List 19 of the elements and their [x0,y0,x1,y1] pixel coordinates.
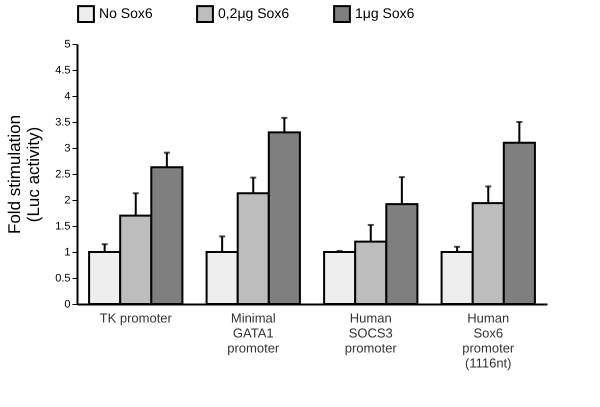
legend-label: 0,2μg Sox6 [218,5,290,22]
legend-label: 1μg Sox6 [355,5,415,22]
y-tick-label: 0 [64,298,70,310]
x-tick-label: TK promoter [100,310,173,326]
y-axis-title: Fold stimulation (Luc activity) [5,114,44,234]
y-tick-label: 0.5 [55,272,70,284]
y-tick-label: 2 [64,194,70,206]
x-tick-label: Human SOCS3 promoter [344,310,398,356]
y-tick-label: 5 [64,38,70,50]
x-tick-label: Human Sox6 promoter (1116nt) [462,310,515,370]
y-tick-label: 1.5 [55,220,70,232]
y-tick-label: 3.5 [55,116,70,128]
y-tick-label: 1 [64,246,70,258]
legend-label: No Sox6 [99,5,153,22]
y-tick-label: 4.5 [55,64,70,76]
y-tick-label: 3 [64,142,70,154]
x-tick-label: Minimal GATA1 promoter [227,310,280,356]
y-tick-label: 2.5 [55,168,70,180]
y-tick-label: 4 [64,90,70,102]
